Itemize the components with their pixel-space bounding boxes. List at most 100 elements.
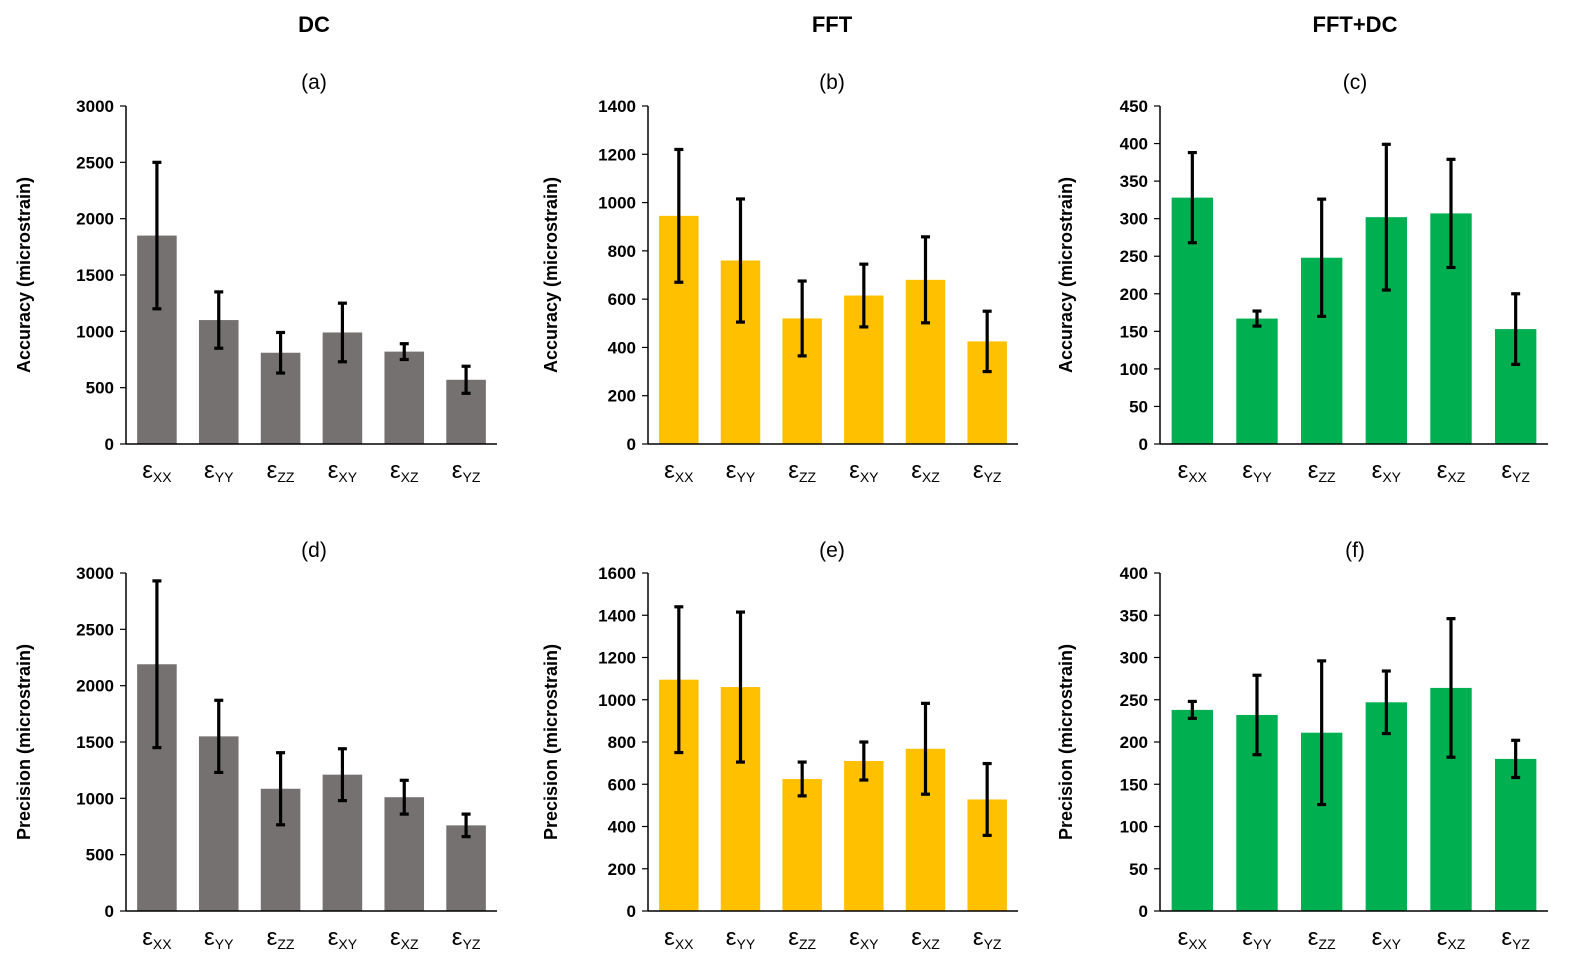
x-tick-label: εXZ	[390, 457, 419, 485]
y-tick-label: 300	[1120, 649, 1148, 668]
column-title-dc: DC	[298, 12, 330, 37]
y-tick-label: 400	[1120, 564, 1148, 583]
x-tick-label: εYY	[204, 457, 234, 485]
chart-panel-b: (b) Accuracy (microstrain) 0 200 400 600 800 10…	[541, 71, 1018, 485]
panel-title: (e)	[819, 539, 845, 562]
bar	[1171, 709, 1214, 911]
y-tick-label: 0	[105, 435, 114, 454]
bar	[1236, 318, 1278, 444]
y-tick-label: 50	[1129, 860, 1148, 879]
x-tick-label: εXY	[328, 457, 358, 485]
bar	[1365, 702, 1408, 911]
panel-title: (a)	[301, 71, 327, 94]
y-tick-label: 2500	[76, 620, 114, 639]
y-tick-label: 500	[86, 846, 114, 865]
y-tick-label: 800	[608, 242, 636, 261]
y-tick-label: 50	[1129, 397, 1148, 416]
y-tick-label: 400	[1120, 135, 1148, 154]
x-tick-label: εXZ	[1437, 924, 1466, 952]
x-tick-label: εXY	[1372, 457, 1402, 485]
column-title-fftdc: FFT+DC	[1312, 12, 1398, 37]
chart-panel-f: (f) Precision (microstrain) 0 50 100 150 200 25…	[1056, 539, 1548, 952]
x-tick-label: εXX	[1178, 924, 1208, 952]
chart-panel-e: (e) Precision (microstrain) 0 200 400 600 800 1…	[541, 539, 1018, 952]
x-tick-label: εXX	[142, 924, 172, 952]
x-tick-label: εXZ	[1437, 457, 1466, 485]
bar	[1494, 758, 1537, 911]
x-tick-label: εXZ	[911, 457, 940, 485]
x-tick-label: εYY	[726, 457, 756, 485]
y-tick-label: 150	[1120, 322, 1148, 341]
y-tick-label: 100	[1120, 360, 1148, 379]
y-axis-title: Accuracy (microstrain)	[1056, 177, 1076, 373]
x-tick-label: εXX	[142, 457, 172, 485]
panel-title: (c)	[1343, 71, 1368, 94]
y-axis-title: Accuracy (microstrain)	[14, 177, 34, 373]
y-tick-label: 1500	[76, 733, 114, 752]
y-tick-label: 300	[1120, 210, 1148, 229]
y-tick-label: 500	[86, 379, 114, 398]
y-tick-label: 0	[105, 902, 114, 921]
y-tick-label: 3000	[76, 564, 114, 583]
x-tick-label: εXY	[1372, 924, 1402, 952]
x-tick-label: εZZ	[267, 457, 295, 485]
bar	[384, 797, 425, 911]
y-tick-label: 250	[1120, 691, 1148, 710]
bar	[844, 761, 884, 911]
bar	[446, 825, 486, 911]
x-tick-label: εXX	[1178, 457, 1208, 485]
x-tick-label: εYZ	[452, 457, 481, 485]
y-axis-title: Precision (microstrain)	[541, 644, 561, 840]
x-tick-label: εYY	[1242, 924, 1272, 952]
y-tick-label: 2500	[76, 153, 114, 172]
y-tick-label: 1000	[598, 691, 636, 710]
bar	[782, 778, 822, 911]
y-axis-title: Accuracy (microstrain)	[541, 177, 561, 373]
y-tick-label: 1000	[76, 322, 114, 341]
x-tick-label: εYZ	[452, 924, 481, 952]
y-tick-label: 600	[608, 775, 636, 794]
y-tick-label: 450	[1120, 97, 1148, 116]
x-tick-label: εYY	[1242, 457, 1272, 485]
x-tick-label: εYZ	[973, 924, 1002, 952]
y-tick-label: 200	[608, 387, 636, 406]
y-tick-label: 1600	[598, 564, 636, 583]
x-tick-label: εXY	[849, 924, 879, 952]
y-tick-label: 350	[1120, 606, 1148, 625]
column-title-fft: FFT	[811, 12, 853, 37]
y-tick-label: 800	[608, 733, 636, 752]
panel-title: (d)	[301, 539, 327, 562]
y-tick-label: 200	[608, 860, 636, 879]
chart-panel-c: (c) Accuracy (microstrain) 0 50 100 150 200 250…	[1056, 71, 1548, 485]
y-tick-label: 2000	[76, 677, 114, 696]
x-tick-label: εZZ	[1308, 924, 1336, 952]
x-tick-label: εXY	[328, 924, 358, 952]
bar	[384, 351, 425, 444]
y-tick-label: 400	[608, 818, 636, 837]
x-tick-label: εYY	[204, 924, 234, 952]
x-tick-label: εYY	[726, 924, 756, 952]
x-tick-label: εXY	[849, 457, 879, 485]
y-tick-label: 250	[1120, 247, 1148, 266]
chart-panel-a: (a) Accuracy (microstrain) 0 500 1000 1500 200…	[14, 71, 497, 485]
y-tick-label: 100	[1120, 818, 1148, 837]
y-axis-title: Precision (microstrain)	[1056, 644, 1076, 840]
x-tick-label: εXZ	[390, 924, 419, 952]
y-tick-label: 350	[1120, 172, 1148, 191]
y-tick-label: 1500	[76, 266, 114, 285]
x-tick-label: εYZ	[1501, 924, 1530, 952]
x-tick-label: εXX	[664, 924, 694, 952]
y-tick-label: 200	[1120, 285, 1148, 304]
panel-title: (b)	[819, 71, 845, 94]
y-tick-label: 1200	[598, 145, 636, 164]
y-tick-label: 150	[1120, 775, 1148, 794]
y-axis-title: Precision (microstrain)	[14, 644, 34, 840]
panel-title: (f)	[1345, 539, 1365, 562]
y-tick-label: 3000	[76, 97, 114, 116]
y-tick-label: 0	[627, 902, 636, 921]
y-tick-label: 200	[1120, 733, 1148, 752]
chart-panel-d: (d) Precision (microstrain) 0 500 1000 1500 20…	[14, 539, 497, 952]
y-tick-label: 400	[608, 338, 636, 357]
x-tick-label: εYZ	[973, 457, 1002, 485]
